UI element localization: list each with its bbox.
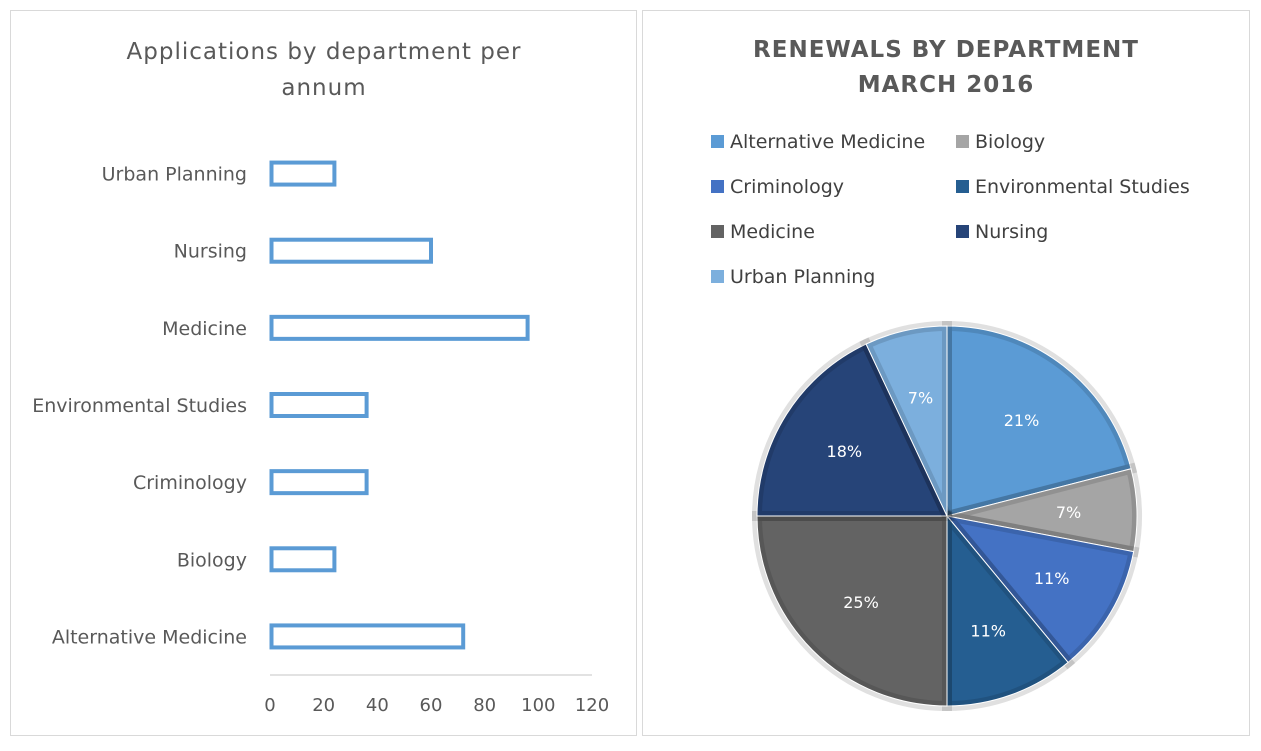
pie-label-criminology: 11% [1034, 569, 1070, 588]
legend-swatch-criminology [711, 180, 724, 193]
bar-alternative-medicine [269, 623, 466, 650]
pie-slice-border-medicine [756, 515, 948, 707]
legend-item-criminology: Criminology [711, 176, 844, 198]
bar-biology [269, 546, 337, 573]
x-tick-label-60: 60 [420, 695, 443, 716]
x-tick-label-0: 0 [264, 695, 275, 716]
category-label-urban-planning: Urban Planning [102, 164, 247, 186]
legend-label-biology: Biology [975, 131, 1045, 153]
category-label-medicine: Medicine [162, 318, 247, 340]
pie-chart-title-line-2: MARCH 2016 [858, 72, 1035, 98]
pie-slice-border-alternative-medicine [946, 325, 1132, 517]
category-label-alternative-medicine: Alternative Medicine [52, 626, 247, 648]
pie-chart-panel: RENEWALS BY DEPARTMENT MARCH 2016 Altern… [642, 10, 1250, 736]
legend-label-criminology: Criminology [730, 176, 844, 198]
legend-item-urban-planning: Urban Planning [711, 266, 875, 288]
category-label-biology: Biology [177, 549, 247, 571]
x-tick-label-120: 120 [575, 695, 609, 716]
pie-label-nursing: 18% [827, 442, 863, 461]
legend-swatch-alternative-medicine [711, 135, 724, 148]
pie-label-biology: 7% [1056, 503, 1081, 522]
legend-label-medicine: Medicine [730, 221, 815, 243]
legend-item-environmental-studies: Environmental Studies [956, 176, 1190, 198]
bar-chart: Applications by department per annum Urb… [32, 39, 609, 716]
legend-label-environmental-studies: Environmental Studies [975, 176, 1190, 198]
legend-item-medicine: Medicine [711, 221, 815, 243]
category-label-environmental-studies: Environmental Studies [32, 395, 247, 417]
x-tick-label-20: 20 [312, 695, 335, 716]
legend-item-biology: Biology [956, 131, 1045, 153]
x-tick-label-100: 100 [521, 695, 555, 716]
bar-criminology [269, 469, 369, 496]
pie-label-medicine: 25% [843, 593, 879, 612]
bar-chart-title-line-2: annum [281, 75, 366, 101]
legend-label-urban-planning: Urban Planning [730, 266, 875, 288]
x-tick-label-80: 80 [473, 695, 496, 716]
pie-label-environmental-studies: 11% [970, 621, 1006, 640]
pie-label-urban-planning: 7% [908, 388, 933, 407]
bar-environmental-studies [269, 392, 369, 418]
pie-slice-border-urban-planning [865, 325, 948, 517]
category-label-nursing: Nursing [174, 241, 247, 263]
pie-slice-border-environmental-studies [946, 514, 1069, 707]
legend-label-nursing: Nursing [975, 221, 1048, 243]
category-label-criminology: Criminology [133, 472, 247, 494]
bar-urban-planning [269, 160, 337, 187]
bar-chart-panel: Applications by department per annum Urb… [10, 10, 637, 736]
legend-swatch-medicine [711, 225, 724, 238]
legend-item-alternative-medicine: Alternative Medicine [711, 131, 925, 153]
bar-chart-title: Applications by department per [127, 39, 522, 65]
pie-legend: Alternative Medicine Biology Criminology En… [711, 131, 1190, 288]
legend-swatch-biology [956, 135, 969, 148]
pie-label-alternative-medicine: 21% [1004, 411, 1040, 430]
legend-item-nursing: Nursing [956, 221, 1048, 243]
bar-medicine [269, 314, 530, 341]
x-tick-label-40: 40 [366, 695, 389, 716]
legend-swatch-nursing [956, 225, 969, 238]
legend-swatch-environmental-studies [956, 180, 969, 193]
legend-label-alternative-medicine: Alternative Medicine [730, 131, 925, 153]
pie-slice-border-nursing [756, 343, 948, 517]
bar-nursing [269, 237, 433, 264]
pie-chart: RENEWALS BY DEPARTMENT MARCH 2016 Altern… [711, 37, 1190, 712]
pie-chart-title-line-1: RENEWALS BY DEPARTMENT [753, 37, 1139, 63]
pie-slice-border-criminology [945, 515, 1135, 664]
legend-swatch-urban-planning [711, 270, 724, 283]
